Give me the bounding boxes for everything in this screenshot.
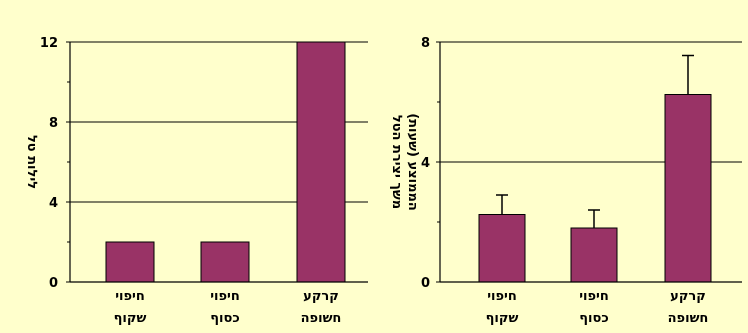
x-category-label: חשופה [668,311,709,326]
x-category-label: קרקע [303,289,339,304]
y-tick-label: 8 [49,116,58,131]
bar [570,227,618,283]
bar [105,241,155,283]
x-category-label: שקוף [486,311,519,326]
y-tick-label: 4 [421,156,430,171]
y-tick-label: 12 [40,36,58,51]
y-tick-label: 0 [49,276,58,291]
x-category-label: חיפוי [487,289,517,304]
x-category-label: קרקע [670,289,706,304]
x-category-label: חיפוי [210,289,240,304]
y-axis-label: משך יצירת הטל [389,115,404,209]
dew-duration-chart: 0 4 8 חיפוי שקוף חיפוי כסוף קרקע חשופה משך יצירת … [389,36,742,326]
y-tick-label: 8 [421,36,430,51]
x-category-label: כסוף [579,311,608,326]
bar [200,241,250,283]
y-tick-label: 0 [421,276,430,291]
x-category-label: כסוף [210,311,239,326]
x-category-label: חיפוי [115,289,145,304]
x-category-label: שקוף [114,311,147,326]
bar [478,214,526,283]
x-category-label: חשופה [301,311,342,326]
y-axis-label: לילות טל [24,135,39,189]
bar [664,94,712,283]
dew-nights-chart: 0 4 8 12 חיפוי שקוף חיפוי כסוף קרקע חשופה לילות טל [24,36,368,326]
bar [296,41,346,283]
y-axis-label: הממוצע (שעות) [405,113,420,211]
x-category-label: חיפוי [579,289,609,304]
y-tick-label: 4 [49,196,58,211]
